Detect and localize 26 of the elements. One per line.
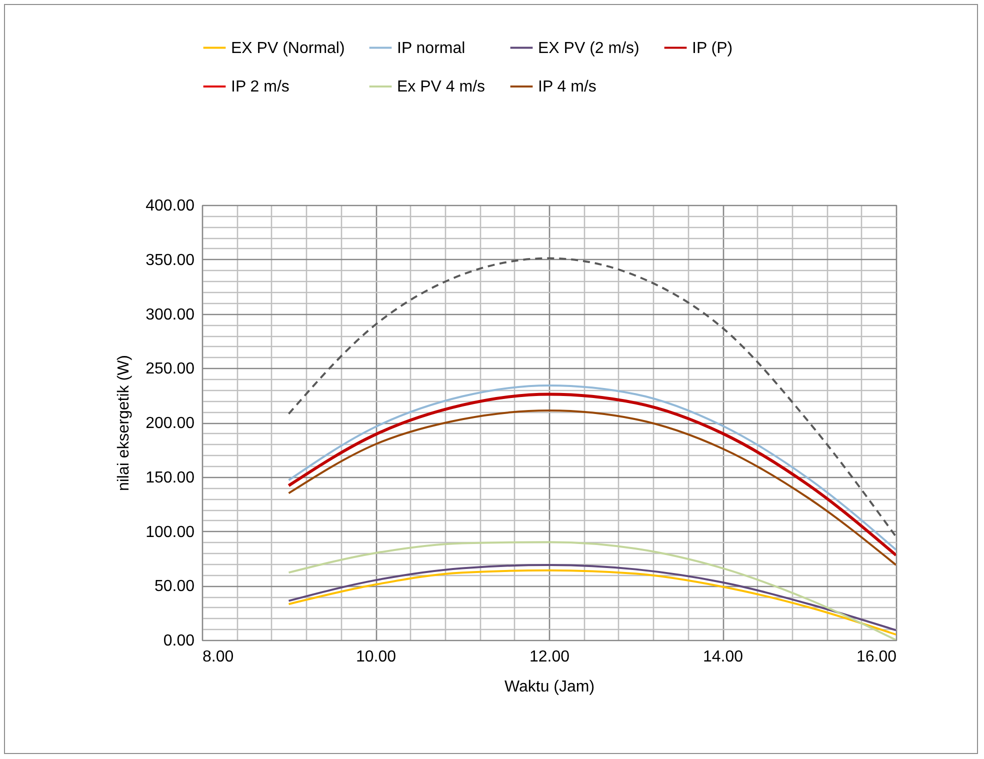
legend-label: Ex PV 4 m/s — [397, 78, 486, 96]
y-axis-title: nilai eksergetik (W) — [116, 354, 133, 492]
x-tick-label: 8.00 — [202, 648, 234, 666]
legend-label: IP 2 m/s — [231, 78, 290, 96]
legend-label: EX PV (2 m/s) — [538, 40, 640, 57]
legend-label: IP normal — [397, 40, 466, 57]
y-tick-label: 250.00 — [146, 360, 195, 378]
legend-label: IP (P) — [692, 40, 733, 57]
y-tick-label: 150.00 — [146, 469, 195, 486]
y-tick-label: 100.00 — [146, 524, 195, 541]
line-series — [288, 541, 896, 640]
y-tick-label: 0.00 — [163, 632, 195, 650]
x-axis-title: Waktu (Jam) — [504, 678, 595, 696]
line-series — [288, 257, 896, 538]
y-tick-label: 200.00 — [146, 415, 195, 432]
x-tick-label: 10.00 — [356, 648, 396, 666]
x-tick-label: 14.00 — [702, 648, 744, 666]
y-tick-label: 300.00 — [146, 306, 195, 324]
x-tick-label: 12.00 — [529, 648, 570, 666]
legend-label: EX PV (Normal) — [231, 40, 345, 57]
x-tick-label: 16.00 — [856, 648, 897, 666]
y-tick-label: 350.00 — [146, 252, 195, 269]
legend-label: IP 4 m/s — [538, 78, 596, 96]
y-tick-label: 400.00 — [146, 198, 195, 214]
y-tick-label: 50.00 — [154, 578, 195, 596]
line-series — [288, 410, 896, 566]
